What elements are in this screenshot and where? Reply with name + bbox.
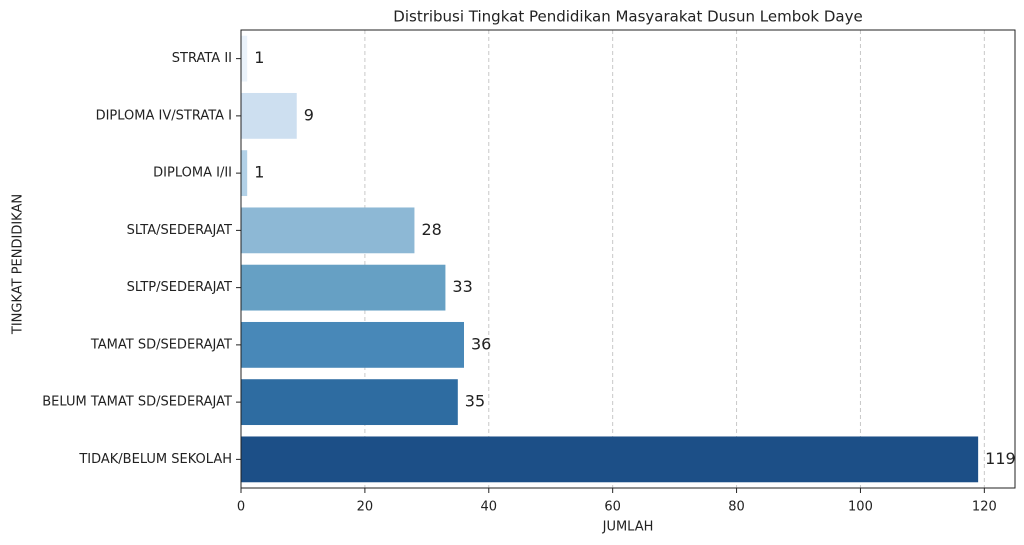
y-tick-label: DIPLOMA IV/STRATA I [96,108,232,123]
value-label: 28 [421,220,441,239]
bar [241,436,979,483]
value-label: 1 [254,48,264,67]
x-tick-label: 40 [481,500,498,515]
chart-title: Distribusi Tingkat Pendidikan Masyarakat… [393,8,862,26]
y-tick-label: DIPLOMA I/II [153,166,232,181]
value-label: 119 [985,449,1016,468]
x-tick-label: 80 [728,500,745,515]
x-tick-label: 120 [972,500,997,515]
y-tick-label: TIDAK/BELUM SEKOLAH [78,452,232,467]
plot-frame [240,29,1016,489]
x-tick-label: 100 [848,500,873,515]
value-label: 33 [452,277,472,296]
x-tick-label: 20 [357,500,374,515]
y-tick-label: SLTP/SEDERAJAT [127,280,232,295]
y-tick-label: STRATA II [172,51,232,66]
bar [241,379,458,426]
x-tick-label: 0 [237,500,245,515]
y-tick-label: BELUM TAMAT SD/SEDERAJAT [42,395,232,410]
y-axis-label: TINGKAT PENDIDIKAN [11,194,26,335]
bar [241,92,297,139]
value-label: 35 [465,392,485,411]
bar [241,321,465,368]
x-axis-label: JUMLAH [602,520,654,535]
x-tick-label: 60 [604,500,621,515]
value-label: 1 [254,163,264,182]
bar [241,207,415,254]
y-tick-label: TAMAT SD/SEDERAJAT [90,337,232,352]
value-label: 9 [304,105,314,124]
y-tick-label: SLTA/SEDERAJAT [127,223,232,238]
bar [241,150,248,197]
value-label: 36 [471,334,491,353]
bar [241,264,446,311]
bar [241,35,248,82]
